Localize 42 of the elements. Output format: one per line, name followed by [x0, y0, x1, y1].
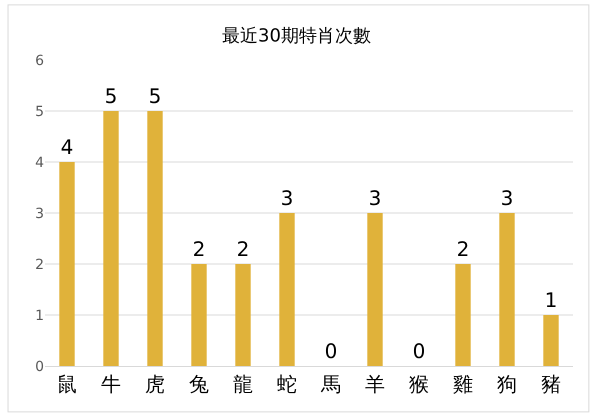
bar: [235, 264, 251, 366]
bar: [543, 315, 559, 366]
bar: [279, 213, 295, 366]
y-tick-label: 4: [35, 154, 44, 171]
data-label: 3: [500, 186, 514, 210]
data-label: 5: [104, 84, 118, 108]
bar: [455, 264, 471, 366]
x-tick-label: 馬: [320, 372, 341, 396]
bar: [499, 213, 515, 366]
x-tick-label: 龍: [233, 372, 253, 396]
y-tick-label: 2: [35, 256, 44, 273]
bar: [59, 162, 75, 366]
x-tick-label: 豬: [541, 372, 561, 396]
x-tick-label: 兔: [189, 372, 209, 396]
chart-title: 最近30期特肖次數: [222, 26, 371, 47]
data-label: 4: [60, 135, 74, 159]
data-label: 5: [148, 84, 162, 108]
bar: [191, 264, 207, 366]
x-tick-label: 鼠: [57, 372, 77, 396]
x-tick-label: 羊: [365, 372, 385, 396]
data-label: 2: [192, 237, 206, 261]
x-tick-label: 牛: [101, 372, 121, 396]
y-tick-label: 1: [35, 308, 44, 324]
y-tick-label: 3: [35, 206, 44, 222]
x-tick-label: 虎: [145, 372, 165, 396]
y-tick-label: 5: [35, 104, 44, 120]
bar: [147, 111, 163, 366]
data-label: 0: [412, 339, 426, 363]
x-tick-label: 猴: [409, 372, 429, 396]
data-label: 2: [456, 237, 470, 261]
data-label: 0: [324, 339, 338, 363]
y-tick-label: 0: [35, 358, 44, 375]
data-label: 1: [544, 288, 558, 312]
x-tick-label: 狗: [497, 372, 517, 396]
data-label: 2: [236, 237, 250, 261]
data-label: 3: [368, 186, 382, 210]
data-label: 3: [280, 186, 294, 210]
x-tick-label: 蛇: [277, 372, 297, 396]
x-tick-label: 雞: [453, 372, 473, 396]
y-tick-label: 6: [35, 52, 44, 69]
bar: [103, 111, 119, 366]
bar: [367, 213, 383, 366]
